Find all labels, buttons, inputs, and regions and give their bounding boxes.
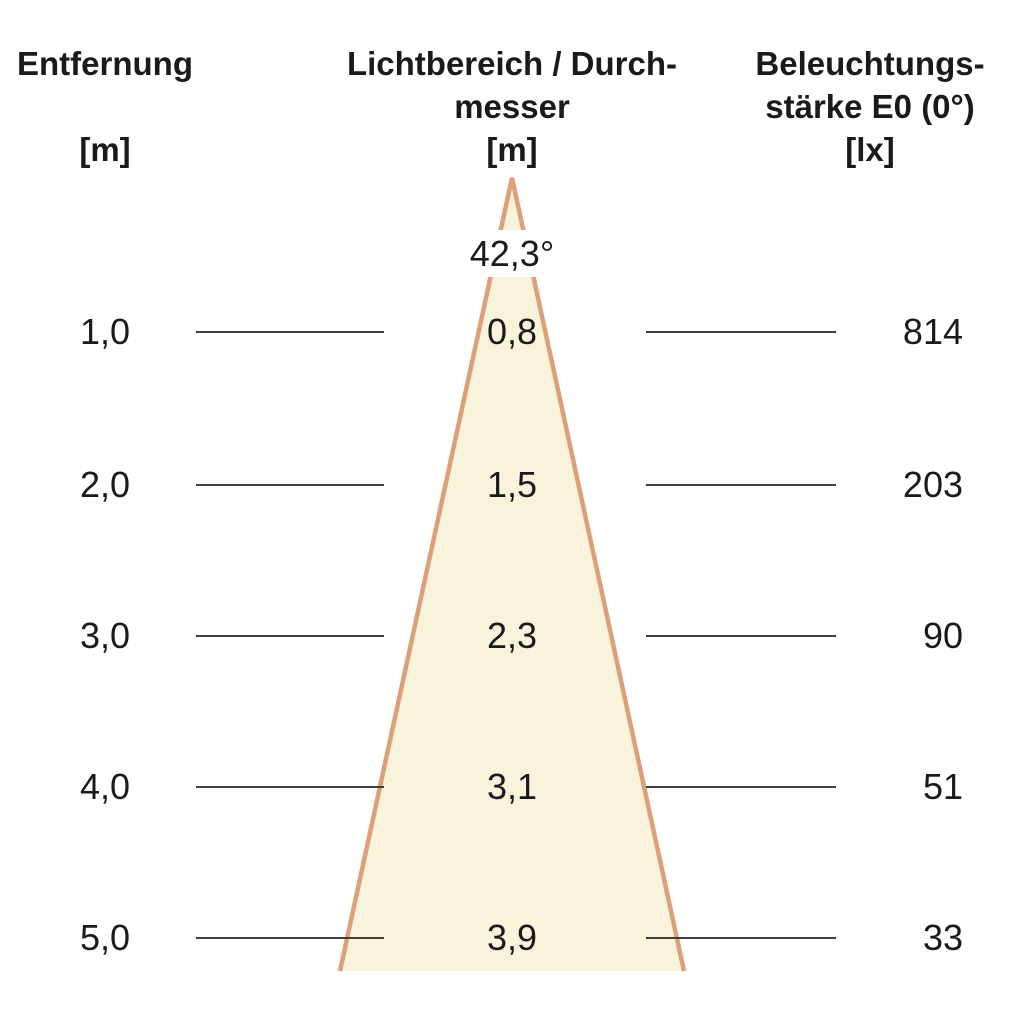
column-header-illuminance: Beleuchtungs- stärke E0 (0°) [lx]: [700, 42, 1024, 172]
beam-angle-value: 42,3°: [469, 233, 555, 274]
diameter-value-row4: 3,1: [486, 766, 538, 807]
light-cone-edge-lines: [337, 177, 687, 972]
column-unit-diameter: [m]: [486, 131, 538, 168]
illuminance-value-row5: 33: [922, 917, 963, 958]
beam-angle-gap: [426, 230, 598, 277]
distance-value-row1: 1,0: [79, 311, 131, 352]
column-header-distance: Entfernung [m]: [10, 42, 200, 172]
column-title-diameter-line1: Lichtbereich / Durch-: [346, 45, 678, 82]
diameter-value-row3: 2,3: [486, 615, 538, 656]
distance-value-row3: 3,0: [79, 615, 131, 656]
column-title-illuminance-line2: stärke E0 (0°): [765, 88, 975, 125]
distance-value-row4: 4,0: [79, 766, 131, 807]
column-title-distance: Entfernung: [17, 45, 193, 82]
reference-lines: [196, 331, 836, 939]
light-cone-fill: [340, 178, 684, 971]
column-header-diameter: Lichtbereich / Durch- messer [m]: [342, 42, 682, 172]
column-title-diameter-line2: messer: [454, 88, 570, 125]
illuminance-value-row4: 51: [922, 766, 963, 807]
diameter-value-row2: 1,5: [486, 464, 538, 505]
illuminance-value-row2: 203: [902, 464, 963, 505]
diameter-value-row1: 0,8: [486, 311, 538, 352]
illuminance-value-row1: 814: [902, 311, 963, 352]
illuminance-value-row3: 90: [922, 615, 963, 656]
column-title-illuminance-line1: Beleuchtungs-: [755, 45, 985, 82]
column-unit-distance: [m]: [79, 131, 131, 168]
distance-value-row2: 2,0: [79, 464, 131, 505]
distance-value-row5: 5,0: [79, 917, 131, 958]
column-unit-illuminance: [lx]: [845, 131, 895, 168]
diameter-value-row5: 3,9: [486, 917, 538, 958]
